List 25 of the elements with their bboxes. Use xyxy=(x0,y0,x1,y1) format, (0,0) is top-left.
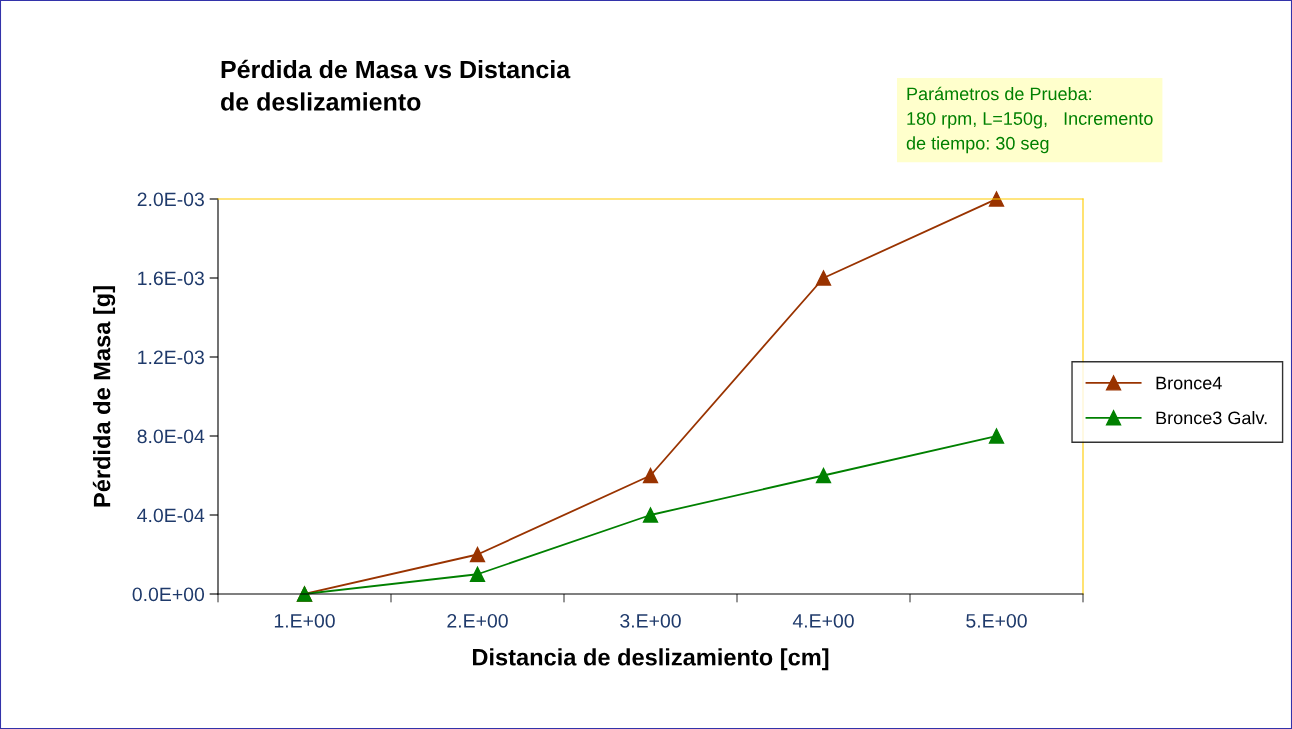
point xyxy=(642,467,659,484)
point xyxy=(469,566,486,582)
y-axis-title: Pérdida de Masa [g] xyxy=(92,286,116,507)
legend-label: Bronce4 xyxy=(1156,376,1222,390)
x-tick-label: 1.E+00 xyxy=(274,613,335,628)
x-tick-label: 4.E+00 xyxy=(792,613,854,628)
y-tick-label: 1.2E-03 xyxy=(138,350,204,365)
y-tick-label: 1.6E-03 xyxy=(138,271,204,286)
point xyxy=(988,191,1005,207)
x-axis-title: Distancia de deslizamiento [cm] xyxy=(472,648,829,671)
y-tick-label: 2.0E-03 xyxy=(137,192,204,207)
point xyxy=(642,507,659,523)
point xyxy=(469,546,486,563)
point xyxy=(988,428,1005,444)
text: Parámetros de Prueba: 180 rpm, L=150g, Incremento de tiempo: 30 seg xyxy=(906,86,1153,154)
y-tick-label: 0.0E+00 xyxy=(132,587,205,602)
legend-label: Bronce3 Galv. xyxy=(1156,411,1267,425)
x-tick-label: 3.E+00 xyxy=(620,613,681,628)
point xyxy=(815,467,832,484)
y-tick-label: 4.0E-04 xyxy=(137,508,205,523)
x-tick-label: 2.E+00 xyxy=(447,613,508,628)
chart-title: Pérdida de Masa vs Distancia de deslizamiento xyxy=(221,59,571,111)
y-tick-label: 8.0E-04 xyxy=(137,429,205,444)
x-tick-label: 5.E+00 xyxy=(966,613,1027,628)
point xyxy=(815,270,832,286)
